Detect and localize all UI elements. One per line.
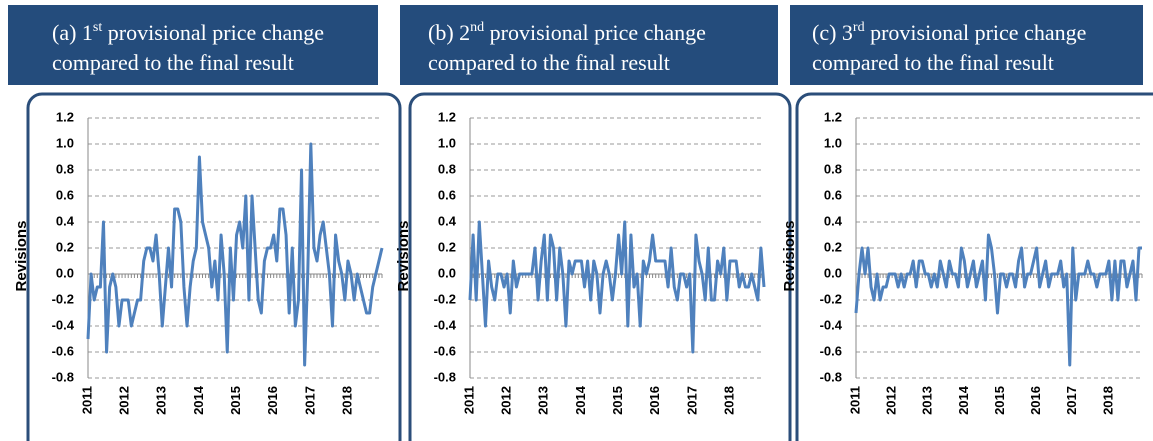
y-tick-label: -0.2	[52, 291, 74, 306]
title-rest: provisional price change	[484, 20, 706, 45]
y-tick-label: -0.2	[434, 291, 456, 306]
panel-header	[790, 5, 1143, 85]
panel: (c) 3rd provisional price change compared…	[781, 5, 1153, 441]
series-line	[86, 142, 384, 367]
x-tick-label: 2016	[1028, 386, 1043, 415]
panel: (a) 1st provisional price change compared…	[8, 5, 402, 441]
x-tick-label: 2011	[461, 386, 476, 414]
x-tick-label: 2011	[79, 386, 94, 414]
y-tick-label: -0.2	[820, 291, 842, 306]
title-sup: st	[93, 20, 102, 35]
y-axis-label: Revisions	[781, 221, 798, 292]
y-tick-label: 0.8	[56, 161, 74, 176]
title-lead: (a) 1	[52, 20, 93, 45]
x-tick-label: 2013	[920, 386, 935, 415]
x-tick-label: 2015	[228, 386, 243, 415]
x-tick-label: 2013	[154, 386, 169, 415]
y-tick-label: 0.0	[56, 265, 74, 280]
title-lead: (c) 3	[812, 20, 853, 45]
y-tick-label: -0.8	[434, 369, 456, 384]
y-tick-label: 0.4	[56, 213, 75, 228]
y-tick-label: 0.8	[824, 161, 842, 176]
y-tick-label: 1.0	[824, 135, 842, 150]
panel-frame	[26, 92, 402, 441]
x-tick-label: 2012	[499, 386, 514, 415]
y-tick-label: 0.4	[824, 213, 843, 228]
x-tick-label: 2015	[610, 386, 625, 415]
panel-title-line2: compared to the final result	[428, 50, 670, 75]
x-tick-label: 2017	[684, 386, 699, 415]
title-rest: provisional price change	[102, 20, 324, 45]
y-tick-label: 0.6	[56, 187, 74, 202]
x-tick-label: 2018	[721, 386, 736, 415]
y-tick-label: -0.4	[52, 317, 75, 332]
x-tick-label: 2016	[647, 386, 662, 415]
x-tick-label: 2014	[956, 385, 971, 415]
y-tick-label: -0.8	[52, 369, 74, 384]
y-tick-label: 0.0	[824, 265, 842, 280]
y-tick-label: 1.2	[824, 109, 842, 124]
y-tick-label: 0.8	[438, 161, 456, 176]
y-tick-label: 0.2	[824, 239, 842, 254]
x-tick-label: 2018	[339, 386, 354, 415]
y-tick-label: 0.2	[56, 239, 74, 254]
x-tick-label: 2016	[265, 386, 280, 415]
y-tick-label: 0.4	[438, 213, 457, 228]
y-tick-label: 0.2	[438, 239, 456, 254]
y-tick-label: 0.0	[438, 265, 456, 280]
y-axis-label: Revisions	[13, 221, 30, 292]
y-axis-label: Revisions	[395, 221, 412, 292]
title-sup: nd	[470, 20, 484, 35]
x-tick-label: 2014	[573, 385, 588, 415]
x-tick-label: 2014	[191, 385, 206, 415]
panel-title: (a) 1st provisional price change	[52, 20, 324, 45]
x-tick-label: 2013	[536, 386, 551, 415]
y-tick-label: -0.6	[434, 343, 456, 358]
title-rest: provisional price change	[865, 20, 1087, 45]
panel-title-line2: compared to the final result	[52, 50, 294, 75]
series-line	[468, 220, 766, 354]
panel-title: (c) 3rd provisional price change	[812, 20, 1086, 45]
y-tick-label: 1.2	[438, 109, 456, 124]
panel-frame	[408, 92, 792, 441]
y-tick-label: 0.6	[824, 187, 842, 202]
series-line	[854, 233, 1142, 367]
y-tick-label: -0.6	[820, 343, 842, 358]
panel-header	[8, 5, 378, 85]
panel-title: (b) 2nd provisional price change	[428, 20, 706, 45]
x-tick-label: 2012	[884, 386, 899, 415]
x-tick-label: 2017	[1064, 386, 1079, 415]
y-tick-label: 1.0	[438, 135, 456, 150]
y-tick-label: -0.6	[52, 343, 74, 358]
panel-title-line2: compared to the final result	[812, 50, 1054, 75]
x-tick-label: 2018	[1100, 386, 1115, 415]
x-tick-label: 2015	[992, 386, 1007, 415]
y-tick-label: -0.4	[434, 317, 457, 332]
x-tick-label: 2012	[117, 386, 132, 415]
y-tick-label: 0.6	[438, 187, 456, 202]
y-tick-label: 1.2	[56, 109, 74, 124]
panel-header	[400, 5, 778, 85]
x-tick-label: 2017	[302, 386, 317, 415]
panel: (b) 2nd provisional price change compared…	[395, 5, 792, 441]
y-tick-label: -0.4	[820, 317, 843, 332]
title-sup: rd	[853, 20, 865, 35]
title-lead: (b) 2	[428, 20, 470, 45]
panel-frame	[795, 92, 1153, 441]
y-tick-label: -0.8	[820, 369, 842, 384]
y-tick-label: 1.0	[56, 135, 74, 150]
x-tick-label: 2011	[847, 386, 862, 414]
